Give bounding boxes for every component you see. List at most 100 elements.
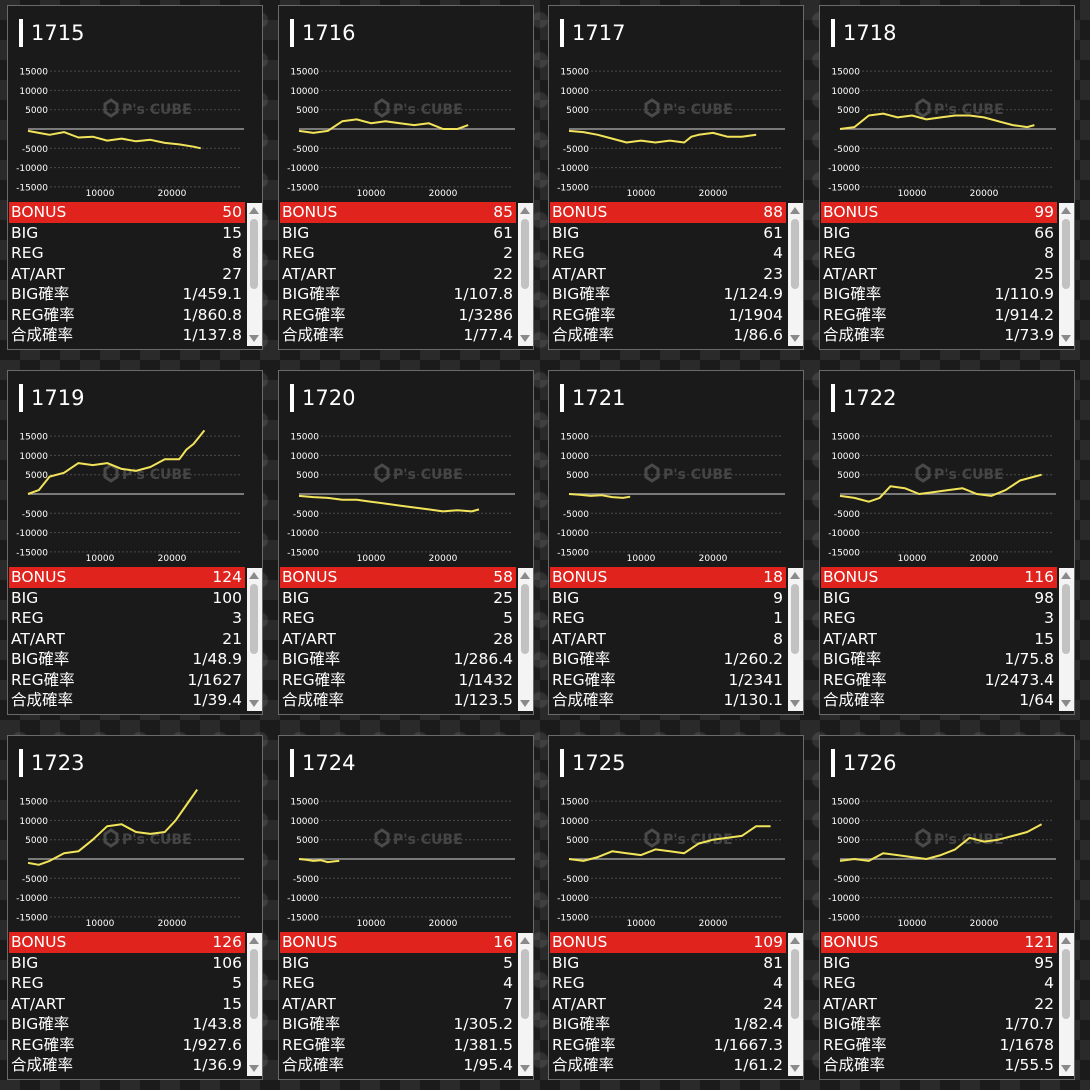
stat-label: 合成確率 <box>823 326 886 344</box>
machine-card[interactable]: 1715 P's CUBE 15000 10000 5000 -5000 -10000 -15… <box>7 5 263 350</box>
scroll-down-icon[interactable] <box>520 1065 530 1072</box>
stat-row: BIG確率 1/82.4 <box>550 1014 786 1035</box>
y-tick-label: 10000 <box>560 817 589 827</box>
scroll-thumb[interactable] <box>1062 584 1070 654</box>
y-tick-label: 15000 <box>831 798 860 808</box>
slump-line <box>568 129 757 144</box>
stat-row: REG 1 <box>550 608 786 629</box>
x-tick-label: 20000 <box>429 189 458 199</box>
y-tick-label: -10000 <box>287 164 319 174</box>
machine-card[interactable]: 1717 P's CUBE 15000 10000 5000 -5000 -10000 -15… <box>548 5 804 350</box>
scroll-down-icon[interactable] <box>1061 700 1071 707</box>
stat-label: BIG <box>11 223 39 242</box>
scroll-thumb[interactable] <box>1062 219 1070 289</box>
stat-label: AT/ART <box>823 629 877 648</box>
stats-scrollbar[interactable] <box>518 933 533 1076</box>
scroll-up-icon[interactable] <box>1061 937 1071 944</box>
scroll-down-icon[interactable] <box>520 700 530 707</box>
stats-scrollbar[interactable] <box>788 568 803 711</box>
stat-label: BONUS <box>282 933 338 951</box>
scroll-down-icon[interactable] <box>1061 335 1071 342</box>
scroll-thumb[interactable] <box>521 219 529 289</box>
y-tick-label: 5000 <box>25 106 48 116</box>
stats-scrollbar[interactable] <box>788 203 803 346</box>
scroll-thumb[interactable] <box>250 949 258 1019</box>
machine-card[interactable]: 1721 P's CUBE 15000 10000 5000 -5000 -10000 -15… <box>548 370 804 715</box>
stats-scrollbar[interactable] <box>1059 203 1074 346</box>
y-tick-label: -10000 <box>828 894 860 904</box>
stat-value: 1/124.9 <box>723 285 783 303</box>
stat-label: 合成確率 <box>282 326 345 344</box>
stats-scrollbar[interactable] <box>788 933 803 1076</box>
slump-line <box>568 825 771 862</box>
scroll-up-icon[interactable] <box>249 572 259 579</box>
stat-label: BIG <box>823 223 851 242</box>
scroll-thumb[interactable] <box>521 584 529 654</box>
stat-row: REG確率 1/2341 <box>550 670 786 691</box>
machine-card[interactable]: 1722 P's CUBE 15000 10000 5000 -5000 -10000 -15… <box>819 370 1075 715</box>
y-tick-label: 15000 <box>290 798 319 808</box>
scroll-up-icon[interactable] <box>249 207 259 214</box>
scroll-up-icon[interactable] <box>790 207 800 214</box>
scroll-up-icon[interactable] <box>520 207 530 214</box>
machine-number: 1716 <box>290 19 355 47</box>
scroll-thumb[interactable] <box>791 219 799 289</box>
stat-row: AT/ART 15 <box>821 629 1057 650</box>
stat-value: 15 <box>222 223 242 242</box>
machine-card[interactable]: 1720 P's CUBE 15000 10000 5000 -5000 -10000 -15… <box>278 370 534 715</box>
scroll-up-icon[interactable] <box>1061 572 1071 579</box>
y-tick-label: -15000 <box>557 548 589 558</box>
machine-card[interactable]: 1719 P's CUBE 15000 10000 5000 -5000 -10000 -15… <box>7 370 263 715</box>
scroll-thumb[interactable] <box>1062 949 1070 1019</box>
scroll-down-icon[interactable] <box>790 700 800 707</box>
stats-scrollbar[interactable] <box>518 568 533 711</box>
stats-scrollbar[interactable] <box>518 203 533 346</box>
stats-scrollbar[interactable] <box>247 568 262 711</box>
y-tick-label: 5000 <box>566 471 589 481</box>
stats-scrollbar[interactable] <box>247 203 262 346</box>
stat-value: 1/70.7 <box>1004 1015 1054 1033</box>
scroll-thumb[interactable] <box>250 584 258 654</box>
scroll-up-icon[interactable] <box>520 937 530 944</box>
machine-card[interactable]: 1725 P's CUBE 15000 10000 5000 -5000 -10000 -15… <box>548 735 804 1080</box>
scroll-up-icon[interactable] <box>249 937 259 944</box>
pscube-logo-watermark: P's CUBE <box>644 463 733 483</box>
stat-value: 81 <box>763 953 783 972</box>
stats-scrollbar[interactable] <box>1059 568 1074 711</box>
scroll-down-icon[interactable] <box>790 335 800 342</box>
scroll-up-icon[interactable] <box>790 937 800 944</box>
machine-card[interactable]: 1716 P's CUBE 15000 10000 5000 -5000 -10000 -15… <box>278 5 534 350</box>
machine-card[interactable]: 1723 P's CUBE 15000 10000 5000 -5000 -10000 -15… <box>7 735 263 1080</box>
stats-scrollbar[interactable] <box>247 933 262 1076</box>
scroll-down-icon[interactable] <box>1061 1065 1071 1072</box>
stat-row: AT/ART 7 <box>280 994 516 1015</box>
stat-row: REG 4 <box>550 243 786 264</box>
scroll-thumb[interactable] <box>791 949 799 1019</box>
scroll-down-icon[interactable] <box>790 1065 800 1072</box>
scroll-thumb[interactable] <box>521 949 529 1019</box>
machine-number: 1720 <box>290 384 355 412</box>
scroll-up-icon[interactable] <box>1061 207 1071 214</box>
scroll-up-icon[interactable] <box>520 572 530 579</box>
scroll-up-icon[interactable] <box>790 572 800 579</box>
stats-scrollbar[interactable] <box>1059 933 1074 1076</box>
stat-label: REG <box>823 609 856 627</box>
machine-card[interactable]: 1726 P's CUBE 15000 10000 5000 -5000 -10000 -15… <box>819 735 1075 1080</box>
scroll-thumb[interactable] <box>250 219 258 289</box>
stat-row: BIG 61 <box>550 223 786 244</box>
x-tick-label: 10000 <box>357 919 386 929</box>
scroll-down-icon[interactable] <box>249 1065 259 1072</box>
stat-row: BIG確率 1/107.8 <box>280 284 516 305</box>
y-tick-label: -15000 <box>287 183 319 193</box>
scroll-thumb[interactable] <box>791 584 799 654</box>
x-tick-label: 10000 <box>86 554 115 564</box>
machine-card[interactable]: 1724 P's CUBE 15000 10000 5000 -5000 -10000 -15… <box>278 735 534 1080</box>
stat-value: 1/2473.4 <box>984 670 1054 689</box>
scroll-down-icon[interactable] <box>520 335 530 342</box>
stat-row: 合成確率 1/130.1 <box>550 690 786 711</box>
scroll-down-icon[interactable] <box>249 335 259 342</box>
machine-card[interactable]: 1718 P's CUBE 15000 10000 5000 -5000 -10000 -15… <box>819 5 1075 350</box>
scroll-down-icon[interactable] <box>249 700 259 707</box>
stats-table: BONUS 16 BIG 5 REG 4 AT/ART 7 BIG確率 1/305.2 REG確率 1… <box>279 932 535 1078</box>
stat-row: REG確率 1/927.6 <box>9 1035 245 1056</box>
